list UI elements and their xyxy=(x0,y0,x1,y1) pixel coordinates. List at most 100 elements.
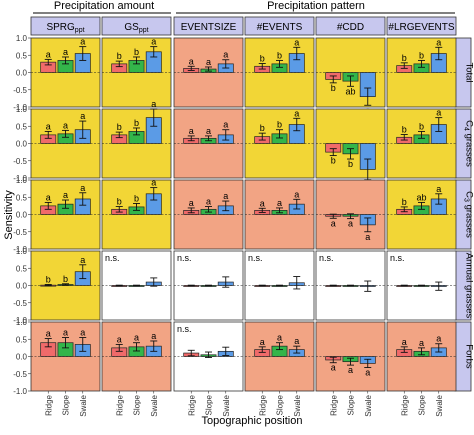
y-tick-label: 1.0 xyxy=(16,176,28,185)
x-tick-label: Slope xyxy=(62,394,71,415)
significance-letter: a xyxy=(151,331,156,341)
y-tick-label: 0.0 xyxy=(16,353,28,362)
significance-letter: a xyxy=(294,336,299,346)
y-tick-label: 0.5 xyxy=(16,335,28,344)
column-label-subscript: ppt xyxy=(139,27,149,34)
ns-label: n.s. xyxy=(319,253,334,263)
significance-letter: a xyxy=(402,337,407,347)
significance-letter: a xyxy=(189,56,194,66)
x-tick-label: Ridge xyxy=(400,394,409,415)
significance-letter: a xyxy=(80,111,85,121)
column-label-4: #CDD xyxy=(337,22,364,33)
significance-letter: b xyxy=(331,83,336,93)
row-label-0: Total xyxy=(464,62,474,82)
column-label-main: #CDD xyxy=(337,22,364,33)
y-tick-label: -0.5 xyxy=(13,86,27,95)
significance-letter: a xyxy=(46,121,51,131)
y-tick-label: 0.0 xyxy=(16,282,28,291)
significance-letter: a xyxy=(63,328,68,338)
x-axis-title: Topographic position xyxy=(202,415,303,427)
significance-letter: a xyxy=(419,338,424,348)
row-label-3: Annual grasses xyxy=(464,253,474,319)
significance-letter: ab xyxy=(416,192,426,202)
significance-letter: b xyxy=(46,274,51,284)
significance-letter: a xyxy=(189,126,194,136)
x-tick-label: Swale xyxy=(222,394,231,416)
significance-letter: b xyxy=(402,53,407,63)
y-tick-label: 1.0 xyxy=(16,247,28,256)
significance-letter: a xyxy=(46,192,51,202)
significance-letter: b xyxy=(419,50,424,60)
significance-letter: a xyxy=(348,365,353,375)
significance-letter: a xyxy=(80,328,85,338)
column-label-3: #EVENTS xyxy=(257,22,303,33)
x-tick-label: Swale xyxy=(150,394,159,416)
x-tick-label: Slope xyxy=(133,394,142,415)
significance-letter: a xyxy=(206,197,211,207)
significance-letter: b xyxy=(117,197,122,207)
x-tick-label: Swale xyxy=(79,394,88,416)
significance-letter: a xyxy=(134,333,139,343)
significance-letter: a xyxy=(80,183,85,193)
group-header-precipitation-pattern: Precipitation pattern xyxy=(267,0,365,12)
significance-letter: a xyxy=(63,47,68,57)
x-tick-label: Swale xyxy=(435,394,444,416)
row-label-rest: grasses xyxy=(464,202,474,238)
significance-letter: a xyxy=(63,190,68,200)
significance-letter: b xyxy=(331,156,336,166)
significance-letter: a xyxy=(260,198,265,208)
significance-letter: b xyxy=(134,47,139,57)
significance-letter: a xyxy=(80,37,85,47)
row-label-2: C3 grasses xyxy=(463,191,474,238)
significance-letter: b xyxy=(419,121,424,131)
significance-letter: a xyxy=(151,37,156,47)
row-label-4: Forbs xyxy=(464,344,474,369)
column-label-main: #EVENTS xyxy=(257,22,303,33)
y-tick-label: 1.0 xyxy=(16,318,28,327)
y-tick-label: 0.0 xyxy=(16,140,28,149)
x-tick-label: Ridge xyxy=(187,394,196,415)
ns-label: n.s. xyxy=(390,253,405,263)
x-tick-label: Ridge xyxy=(44,394,53,415)
significance-letter: b xyxy=(260,123,265,133)
significance-letter: a xyxy=(117,334,122,344)
significance-letter: a xyxy=(436,108,441,118)
x-tick-label: Ridge xyxy=(115,394,124,415)
significance-letter: a xyxy=(151,99,156,109)
row-label-main: Total xyxy=(464,62,474,82)
x-tick-label: Slope xyxy=(205,394,214,415)
group-header-precipitation-amount-label: Precipitation amount xyxy=(54,0,154,12)
significance-letter: a xyxy=(63,120,68,130)
ns-label: n.s. xyxy=(177,253,192,263)
significance-letter: a xyxy=(46,329,51,339)
x-tick-label: Ridge xyxy=(258,394,267,415)
significance-letter: a xyxy=(80,255,85,265)
significance-letter: b xyxy=(277,120,282,130)
y-tick-label: -0.5 xyxy=(13,299,27,308)
significance-letter: b xyxy=(260,54,265,64)
significance-letter: a xyxy=(189,198,194,208)
row-label-main: Forbs xyxy=(464,344,474,369)
y-tick-label: -0.5 xyxy=(13,370,27,379)
y-tick-label: 0.5 xyxy=(16,193,28,202)
significance-letter: a xyxy=(365,368,370,378)
column-label-main: EVENTSIZE xyxy=(181,22,237,33)
column-label-main: #LRGEVENTS xyxy=(388,22,454,33)
significance-letter: b xyxy=(402,125,407,135)
x-tick-label: Swale xyxy=(293,394,302,416)
significance-letter: a xyxy=(277,333,282,343)
significance-letter: a xyxy=(151,178,156,188)
ns-label: n.s. xyxy=(105,253,120,263)
y-tick-label: 1.0 xyxy=(16,105,28,114)
significance-letter: b xyxy=(402,197,407,207)
significance-letter: a xyxy=(436,37,441,47)
x-tick-label: Ridge xyxy=(329,394,338,415)
significance-letter: b xyxy=(134,118,139,128)
significance-letter: a xyxy=(294,37,299,47)
significance-letter: b xyxy=(117,51,122,61)
significance-letter: a xyxy=(46,49,51,59)
column-label-main: SPRG xyxy=(46,22,75,33)
